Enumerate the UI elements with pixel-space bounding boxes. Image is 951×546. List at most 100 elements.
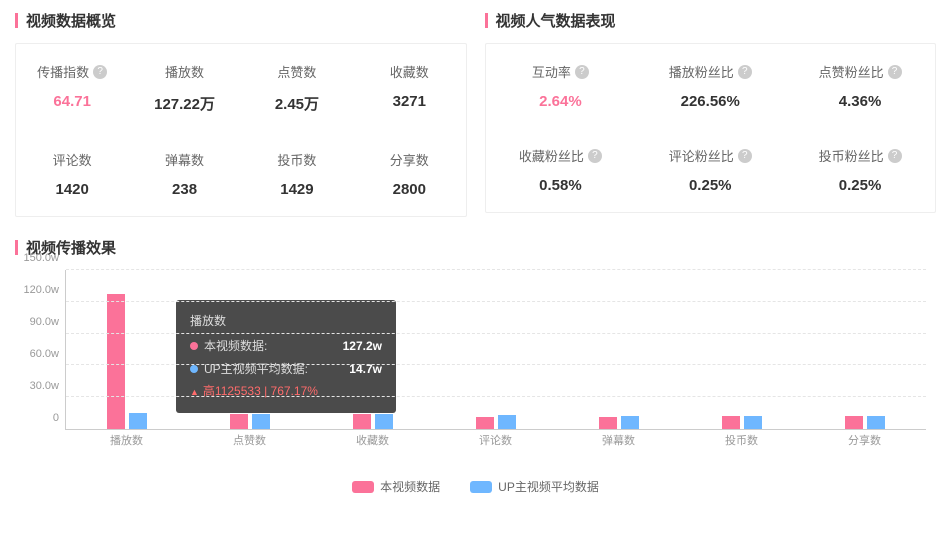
stat-value: 64.71 (20, 93, 124, 110)
spread-effect-section: 视频传播效果 030.0w60.0w90.0w120.0w150.0w 播放数 … (15, 237, 936, 495)
y-tick-label: 30.0w (30, 380, 59, 392)
overview-title: 视频数据概览 (15, 10, 467, 31)
stat-label: 投币粉丝比? (789, 146, 931, 165)
gridline (66, 364, 926, 365)
bar-this-video (599, 417, 617, 429)
stat-label: 收藏粉丝比? (490, 146, 632, 165)
x-tick-label: 播放数 (65, 432, 188, 448)
stat-value: 0.25% (789, 177, 931, 194)
help-icon[interactable]: ? (738, 149, 752, 163)
stat-cell: 收藏数 3271 (353, 44, 465, 132)
bar-group[interactable] (557, 270, 680, 429)
y-tick-label: 0 (53, 412, 59, 424)
bar-up-average (129, 413, 147, 429)
gridline (66, 396, 926, 397)
stat-label: 播放粉丝比? (639, 62, 781, 81)
bar-this-video (845, 416, 863, 429)
help-icon[interactable]: ? (738, 65, 752, 79)
legend-item-up-average[interactable]: UP主视频平均数据 (470, 478, 599, 495)
stat-cell: 投币数 1429 (241, 132, 353, 216)
bar-up-average (867, 416, 885, 429)
stat-value: 2800 (357, 181, 461, 198)
gridline (66, 333, 926, 334)
stat-cell: 评论数 1420 (16, 132, 128, 216)
stat-label: 互动率? (490, 62, 632, 81)
gridline (66, 269, 926, 270)
stat-cell: 点赞粉丝比? 4.36% (785, 44, 935, 128)
bar-group[interactable] (66, 270, 189, 429)
chart-legend: 本视频数据 UP主视频平均数据 (15, 478, 936, 495)
stat-value: 4.36% (789, 93, 931, 110)
bar-group[interactable] (312, 270, 435, 429)
bar-this-video (353, 414, 371, 429)
y-tick-label: 60.0w (30, 348, 59, 360)
stat-value: 127.22万 (132, 93, 236, 114)
bar-this-video (476, 417, 494, 429)
stat-value: 2.45万 (245, 93, 349, 114)
stat-value: 2.64% (490, 93, 632, 110)
bar-this-video (107, 294, 125, 429)
x-tick-label: 弹幕数 (557, 432, 680, 448)
bar-up-average (375, 414, 393, 429)
help-icon[interactable]: ? (575, 65, 589, 79)
stat-label: 弹幕数 (132, 150, 236, 169)
help-icon[interactable]: ? (888, 65, 902, 79)
bar-up-average (252, 414, 270, 429)
stat-label: 分享数 (357, 150, 461, 169)
stat-label: 点赞数 (245, 62, 349, 81)
stat-cell: 收藏粉丝比? 0.58% (486, 128, 636, 212)
stat-cell: 评论粉丝比? 0.25% (635, 128, 785, 212)
stat-value: 3271 (357, 93, 461, 110)
stat-value: 0.58% (490, 177, 632, 194)
bar-group[interactable] (680, 270, 803, 429)
x-tick-label: 分享数 (803, 432, 926, 448)
bar-chart: 030.0w60.0w90.0w120.0w150.0w 播放数 本视频数据: … (15, 270, 936, 450)
bar-group[interactable] (189, 270, 312, 429)
stat-label: 收藏数 (357, 62, 461, 81)
stat-cell: 弹幕数238 (128, 132, 240, 216)
bar-up-average (744, 416, 762, 429)
legend-label: UP主视频平均数据 (498, 478, 599, 495)
stat-value: 226.56% (639, 93, 781, 110)
overview-stats-box: 传播指数? 64.71 播放数 127.22万点赞数 2.45万收藏数 3271 评论数 14… (15, 43, 467, 217)
help-icon[interactable]: ? (888, 149, 902, 163)
chart-title: 视频传播效果 (15, 237, 936, 258)
stat-label: 评论粉丝比? (639, 146, 781, 165)
stat-cell: 点赞数 2.45万 (241, 44, 353, 132)
bar-up-average (498, 415, 516, 429)
x-tick-label: 投币数 (680, 432, 803, 448)
bar-this-video (230, 414, 248, 429)
legend-item-this-video[interactable]: 本视频数据 (352, 478, 440, 495)
stat-value: 1429 (245, 181, 349, 198)
bar-group[interactable] (803, 270, 926, 429)
video-overview-panel: 视频数据概览 传播指数? 64.71 播放数 127.22万点赞数 2.45万收藏数 32… (15, 10, 467, 217)
stat-cell: 分享数 2800 (353, 132, 465, 216)
gridline (66, 301, 926, 302)
stat-cell: 投币粉丝比? 0.25% (785, 128, 935, 212)
stat-label: 点赞粉丝比? (789, 62, 931, 81)
help-icon[interactable]: ? (588, 149, 602, 163)
y-tick-label: 150.0w (24, 252, 59, 264)
popularity-title: 视频人气数据表现 (485, 10, 937, 31)
stat-cell: 互动率? 2.64% (486, 44, 636, 128)
stat-value: 1420 (20, 181, 124, 198)
bar-group[interactable] (435, 270, 558, 429)
stat-label: 评论数 (20, 150, 124, 169)
stat-label: 传播指数? (20, 62, 124, 81)
help-icon[interactable]: ? (93, 65, 107, 79)
legend-swatch-icon (352, 481, 374, 493)
x-tick-label: 收藏数 (311, 432, 434, 448)
stat-cell: 播放数 127.22万 (128, 44, 240, 132)
stat-label: 播放数 (132, 62, 236, 81)
x-tick-label: 点赞数 (188, 432, 311, 448)
stat-cell: 播放粉丝比? 226.56% (635, 44, 785, 128)
bar-this-video (722, 416, 740, 429)
stat-label: 投币数 (245, 150, 349, 169)
legend-swatch-icon (470, 481, 492, 493)
video-popularity-panel: 视频人气数据表现 互动率? 2.64% 播放粉丝比? 226.56% 点赞粉丝比? 4.3… (485, 10, 937, 217)
stat-cell: 传播指数? 64.71 (16, 44, 128, 132)
stat-value: 0.25% (639, 177, 781, 194)
legend-label: 本视频数据 (380, 478, 440, 495)
y-tick-label: 90.0w (30, 316, 59, 328)
x-tick-label: 评论数 (434, 432, 557, 448)
